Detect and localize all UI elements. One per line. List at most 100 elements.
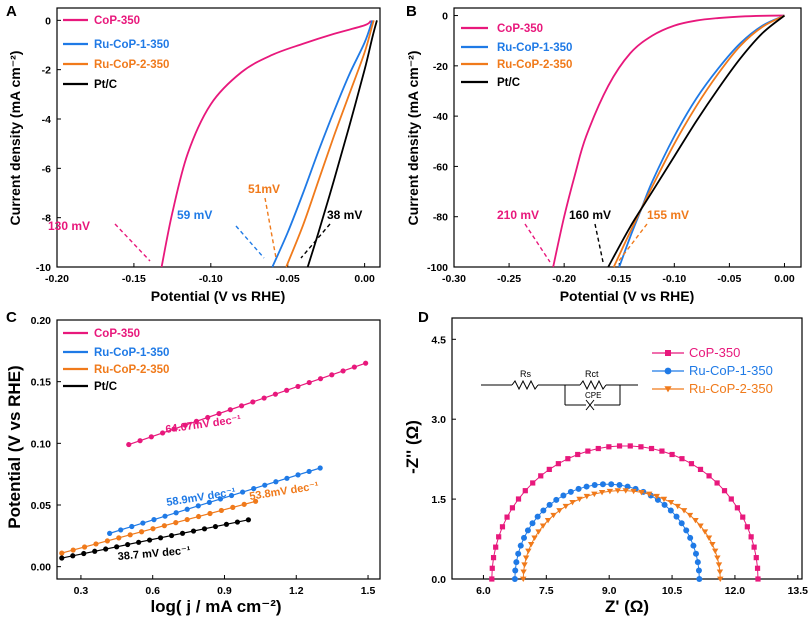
nyquist-line-d-2 [522,490,721,580]
point-d-0-29 [714,480,720,486]
point-d-1-30 [687,534,694,541]
point-d-2-33 [705,535,713,541]
point-d-2-21 [630,488,637,495]
point-d-1-25 [661,501,668,508]
point-c-0-3 [160,430,166,436]
xtick-label-a-0: -0.20 [45,273,69,285]
point-c-2-1 [70,547,76,553]
point-c-0-8 [216,410,222,417]
point-c-3-11 [179,530,186,536]
point-c-3-5 [114,544,120,550]
circuit-cpe: CPE [585,391,601,400]
point-c-1-0 [107,530,113,536]
circuit-diagram: Rs Rct CPE [481,369,638,411]
point-c-1-8 [195,503,201,509]
point-d-2-17 [598,489,606,496]
point-d-2-31 [697,523,704,529]
ytick-label-b-0: 0 [442,11,448,23]
point-d-0-18 [606,444,612,450]
series-b-2 [612,14,785,268]
point-d-1-7 [529,520,536,527]
point-c-1-15 [273,479,279,485]
point-c-1-19 [317,465,323,471]
point-c-2-2 [81,544,88,550]
legend-b-ru2: Ru-CoP-2-350 [497,59,572,71]
panel-d-frame [451,317,803,580]
ytick-label-c-2: 0.10 [31,438,52,450]
slope-cop350: 64.07mV dec⁻¹ [165,413,242,436]
point-d-0-33 [740,514,746,520]
legend-d-marker-1 [664,367,672,375]
point-c-0-7 [205,414,211,421]
point-d-1-1 [512,567,519,574]
point-d-1-10 [546,501,553,508]
panel-a-annotations: 130 mV 59 mV 51mV 38 mV [48,182,362,262]
point-c-3-16 [234,519,241,525]
point-c-2-0 [59,550,65,556]
point-c-3-15 [223,521,230,527]
xtick-label-d-3: 10.5 [662,585,683,597]
panel-c-frame [56,319,381,580]
point-c-2-8 [150,526,156,532]
point-d-2-13 [569,500,576,506]
point-d-2-29 [686,512,694,519]
ann-a-38: 38 mV [327,208,362,222]
panel-a-ylabel: Current density (mA cm⁻²) [7,51,23,226]
point-d-1-6 [524,527,531,534]
ann-a-130: 130 mV [48,219,90,233]
ytick-label-c-0: 0.00 [31,562,52,574]
nyquist-line-d-0 [491,445,759,580]
xtick-label-b-5: -0.05 [717,273,741,285]
panel-c-ylabel: Potential (V vs RHE) [5,365,24,528]
series-a-2 [285,20,375,268]
point-c-0-16 [306,379,312,386]
legend-ptc: Pt/C [94,79,117,91]
point-d-1-4 [517,542,524,549]
point-d-2-15 [583,493,591,500]
point-d-0-31 [728,496,734,502]
legend-b-ru1: Ru-CoP-1-350 [497,42,572,54]
panel-a-frame [56,7,381,268]
point-d-0-19 [616,443,623,449]
xtick-label-a-3: -0.05 [276,273,300,285]
point-d-0-21 [638,444,644,450]
point-d-1-29 [683,527,690,534]
point-d-0-9 [522,488,528,494]
point-d-0-2 [490,555,497,561]
ytick-label-d-1: 1.5 [431,494,446,506]
ytick-label-a-4: -8 [42,213,51,225]
xtick-label-c-1: 0.6 [145,585,160,597]
point-d-2-25 [660,496,668,503]
point-d-1-26 [667,507,674,514]
point-d-2-8 [539,523,547,529]
point-d-1-15 [583,483,590,490]
point-d-2-27 [674,503,681,510]
point-d-2-14 [576,496,583,503]
xtick-label-a-2: -0.10 [199,273,223,285]
xtick-label-b-0: -0.30 [442,273,466,285]
point-c-1-18 [306,468,312,475]
point-d-1-20 [624,483,631,490]
panel-a-label: A [6,3,17,20]
point-d-0-27 [697,466,704,473]
point-c-0-2 [148,434,154,440]
panel-b-ylabel: Current density (mA cm⁻²) [405,51,421,226]
legend-c-cop350: CoP-350 [94,328,140,340]
legend-b-ptc: Pt/C [497,77,520,89]
point-d-2-24 [653,493,660,500]
point-d-2-34 [709,541,716,548]
point-d-1-33 [694,559,701,566]
point-c-2-4 [104,538,110,544]
point-d-0-12 [546,466,552,473]
point-c-2-15 [230,504,236,510]
ytick-label-d-2: 3.0 [431,414,446,426]
point-d-2-38 [716,569,724,575]
xtick-label-b-2: -0.20 [552,273,576,285]
point-d-1-0 [511,576,518,582]
xtick-label-b-1: -0.25 [497,273,521,285]
point-d-0-36 [751,544,757,550]
legend-cop350: CoP-350 [94,15,140,27]
panel-b-annotations: 210 mV 160 mV 155 mV [497,208,689,263]
point-d-1-8 [534,513,541,520]
xtick-label-b-4: -0.10 [662,273,686,285]
